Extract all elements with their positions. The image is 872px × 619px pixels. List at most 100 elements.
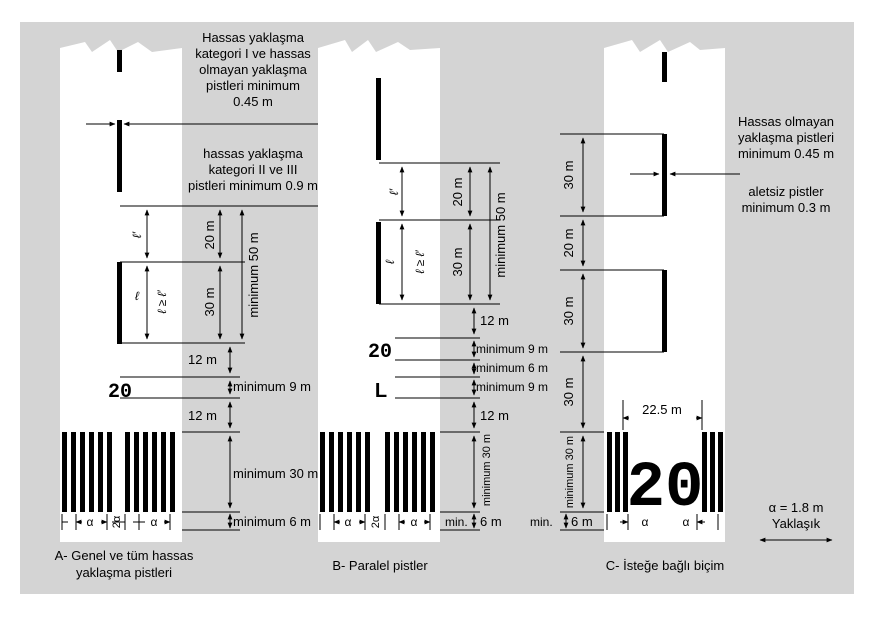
runway-b: 20 L ℓ [318, 40, 440, 542]
threshold-stripe [347, 432, 352, 512]
labels-c: Hassas olmayan yaklaşma pistleri minimum… [530, 114, 834, 573]
threshold-stripe [143, 432, 148, 512]
threshold-stripe [412, 432, 417, 512]
dim-min6: minimum 6 m [476, 361, 548, 375]
threshold-stripe [365, 432, 370, 512]
threshold-stripe [623, 432, 628, 512]
runway-letter: L [375, 380, 387, 402]
threshold-stripe [356, 432, 361, 512]
dimensions-b [319, 162, 500, 531]
l-label: ℓ [135, 289, 140, 303]
dim-20: 20 m [202, 221, 217, 250]
centerline-stripe [117, 50, 122, 72]
labels-a: Hassas yaklaşma kategori I ve hassas olm… [55, 30, 319, 580]
alpha-label: α [151, 515, 158, 529]
dim-min: min. [445, 515, 468, 529]
caption-a-line: A- Genel ve tüm hassas [55, 548, 194, 563]
dim-30: 30 m [561, 378, 576, 407]
threshold-stripe [80, 432, 85, 512]
threshold-stripe [338, 432, 343, 512]
dim-12: 12 m [188, 408, 217, 423]
dim-12: 12 m [188, 352, 217, 367]
threshold-stripe [329, 432, 334, 512]
top-note-line: 0.45 m [233, 94, 273, 109]
threshold-stripe [385, 432, 390, 512]
runway-number: 20 [108, 381, 132, 404]
dimensions-c [560, 133, 833, 543]
dim-min30: minimum 30 m [233, 466, 318, 481]
runway-number: 20 [368, 341, 392, 364]
threshold-stripe [403, 432, 408, 512]
threshold-stripe [320, 432, 325, 512]
l-ge-label: ℓ ≥ ℓ′ [155, 290, 169, 314]
alpha-label: α [345, 515, 352, 529]
threshold-stripe [430, 432, 435, 512]
note2-line: minimum 0.3 m [742, 200, 831, 215]
threshold-stripe [125, 432, 130, 512]
runway-c: 20 [604, 40, 725, 542]
threshold-stripe [89, 432, 94, 512]
two-alpha-label: 2α [370, 515, 382, 528]
legend-approx: Yaklaşık [772, 516, 821, 531]
touchdown-stripe [662, 134, 667, 216]
threshold-stripe [71, 432, 76, 512]
note1-line: Hassas olmayan [738, 114, 834, 129]
runway-number: 20 [627, 453, 704, 525]
note2-line: aletsiz pistler [748, 184, 824, 199]
note1-line: yaklaşma pistleri [738, 130, 834, 145]
mid-note-line: kategori II ve III [209, 162, 298, 177]
note1-line: minimum 0.45 m [738, 146, 834, 161]
alpha-label: α [87, 515, 94, 529]
top-note-line: pistleri minimum [206, 78, 300, 93]
l-prime-label: ℓ′ [130, 231, 144, 238]
dim-30: 30 m [561, 161, 576, 190]
caption-b: B- Paralel pistler [332, 558, 428, 573]
threshold-stripe [170, 432, 175, 512]
dim-min: min. [530, 515, 553, 529]
threshold-stripe [134, 432, 139, 512]
alpha-label: α [411, 515, 418, 529]
top-note-line: kategori I ve hassas [195, 46, 311, 61]
dim-6: 6 m [571, 514, 593, 529]
threshold-stripe [107, 432, 112, 512]
dim-min6: minimum 6 m [233, 514, 311, 529]
dim-30: 30 m [450, 248, 465, 277]
threshold-stripe [394, 432, 399, 512]
touchdown-stripe [117, 262, 122, 344]
alpha-label: α [683, 515, 690, 529]
dim-225: 22.5 m [642, 402, 682, 417]
dim-20: 20 m [450, 178, 465, 207]
top-note-line: Hassas yaklaşma [202, 30, 305, 45]
threshold-stripe [421, 432, 426, 512]
dim-min30: minimum 30 m [564, 436, 576, 508]
dim-30: 30 m [202, 288, 217, 317]
threshold-stripe [607, 432, 612, 512]
alpha-label: α [642, 515, 649, 529]
touchdown-stripe [376, 222, 381, 304]
threshold-stripe [615, 432, 620, 512]
dim-min9: minimum 9 m [476, 380, 548, 394]
dim-30: 30 m [561, 297, 576, 326]
top-note-line: olmayan yaklaşma [199, 62, 307, 77]
caption-c: C- İsteğe bağlı biçim [606, 558, 725, 573]
caption-a-line: yaklaşma pistleri [76, 565, 172, 580]
threshold-stripe [161, 432, 166, 512]
dim-12: 12 m [480, 408, 509, 423]
threshold-stripe [718, 432, 723, 512]
legend-alpha: α = 1.8 m [769, 500, 824, 515]
touchdown-stripe [662, 270, 667, 352]
threshold-stripe [62, 432, 67, 512]
threshold-stripe [710, 432, 715, 512]
touchdown-stripe [117, 120, 122, 192]
threshold-stripe [702, 432, 707, 512]
threshold-stripe [152, 432, 157, 512]
dim-20: 20 m [561, 229, 576, 258]
mid-note-line: pistleri minimum 0.9 m [188, 178, 318, 193]
centerline-stripe [662, 52, 667, 82]
dim-min50: minimum 50 m [246, 232, 261, 317]
centerline-stripe [376, 78, 381, 160]
dim-min9: minimum 9 m [233, 379, 311, 394]
dim-min9: minimum 9 m [476, 342, 548, 356]
l-ge-label: ℓ ≥ ℓ′ [413, 250, 427, 274]
